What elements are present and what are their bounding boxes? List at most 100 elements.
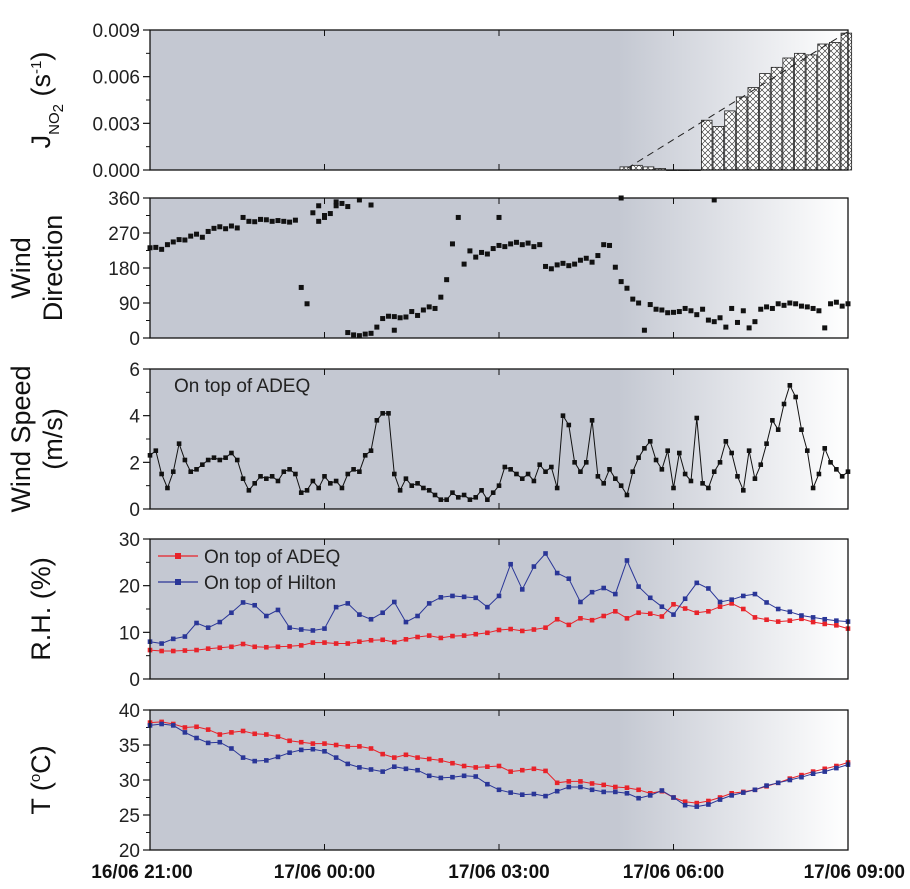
point-wind-speed-0 [572,460,577,465]
point-temperature-1 [159,721,164,727]
point-wind-direction [572,261,578,267]
point-wind-direction [420,307,426,313]
point-rh-1 [438,595,444,600]
point-rh-1 [717,599,723,605]
point-temperature-1 [368,767,374,772]
point-temperature-1 [252,758,257,764]
point-rh-0 [624,616,630,621]
point-rh-0 [554,616,560,622]
point-rh-0 [240,641,246,647]
point-temperature-1 [426,773,432,779]
point-wind-speed-0 [630,469,636,474]
point-temperature-1 [392,764,397,769]
point-wind-speed-0 [601,481,606,486]
point-wind-direction [682,305,688,311]
y-tick-label: 0 [129,329,140,350]
point-rh-0 [368,637,374,643]
point-wind-direction [839,303,845,309]
point-temperature-0 [450,760,455,766]
point-rh-0 [636,610,641,616]
y-tick-label: 20 [119,577,140,598]
y-label-part: o [27,774,44,782]
point-wind-direction [653,306,659,312]
point-wind-direction [391,327,397,333]
y-tick-label: 20 [119,841,140,862]
y-label-part: ) [26,52,56,61]
point-temperature-1 [531,791,537,797]
point-temperature-0 [380,751,385,757]
point-rh-1 [310,628,316,633]
point-rh-0 [508,626,513,632]
point-wind-direction [298,284,304,290]
point-wind-direction [194,231,200,237]
point-wind-speed-0 [822,446,828,451]
point-temperature-1 [764,783,769,788]
point-wind-direction [246,218,252,224]
point-temperature-1 [333,755,339,760]
point-wind-direction [694,312,700,318]
point-wind-direction [775,301,781,307]
point-rh-1 [345,601,351,606]
point-rh-0 [310,640,316,645]
point-wind-direction [263,217,269,223]
point-wind-speed-0 [490,490,496,495]
point-rh-1 [752,591,758,597]
point-wind-direction [292,217,298,223]
point-temperature-0 [508,769,513,774]
point-rh-1 [647,595,653,601]
panel-frame [149,368,849,510]
point-wind-direction [281,218,287,224]
point-wind-speed-0 [339,485,345,491]
point-wind-direction [641,327,647,333]
point-rh-0 [450,633,455,639]
point-wind-speed-0 [310,478,316,484]
point-temperature-0 [322,741,327,746]
point-temperature-1 [799,774,804,780]
point-wind-direction [484,251,490,257]
point-wind-speed-0 [688,478,694,484]
point-wind-direction [787,300,793,306]
point-rh-0 [275,644,281,650]
point-wind-direction [211,225,217,231]
trend-line [626,31,849,169]
point-rh-0 [822,621,828,627]
y-axis-label-line2: Direction [38,215,68,322]
point-rh-1 [613,591,618,597]
point-rh-0 [333,641,339,646]
y-tick-label: 180 [108,259,140,280]
point-wind-direction [240,214,246,220]
point-temperature-1 [543,793,548,799]
point-wind-speed-0 [444,497,449,502]
point-rh-0 [706,609,711,614]
point-temperature-1 [240,755,246,760]
point-wind-speed-0 [269,474,275,479]
y-label-part: 2 [50,104,67,112]
point-wind-speed-0 [781,401,787,407]
point-wind-speed-0 [246,488,252,493]
point-rh-1 [799,613,804,618]
point-rh-0 [357,639,362,644]
point-rh-1 [159,641,164,646]
point-rh-1 [775,606,781,612]
bar-jno2 [840,32,853,171]
y-axis-label-text: JNO2 (s-1) [26,52,67,149]
x-tick-label: 16/06 21:00 [91,862,192,883]
point-wind-speed-0 [578,469,583,474]
point-wind-speed-0 [170,469,176,474]
y-label-part: T ( [26,782,56,815]
point-wind-direction [502,244,508,250]
point-wind-speed-0 [159,471,164,477]
point-rh-0 [159,648,164,654]
point-rh-1 [589,589,595,595]
point-temperature-0 [264,732,269,737]
point-wind-speed-0 [706,485,711,491]
plot-area [619,31,853,171]
point-wind-direction [700,306,706,312]
legend-label: On top of ADEQ [204,547,340,568]
point-wind-direction [618,279,624,285]
point-wind-speed-0 [485,497,490,502]
point-wind-direction [740,308,746,314]
point-wind-speed-0 [613,476,618,481]
point-rh-1 [706,586,711,591]
